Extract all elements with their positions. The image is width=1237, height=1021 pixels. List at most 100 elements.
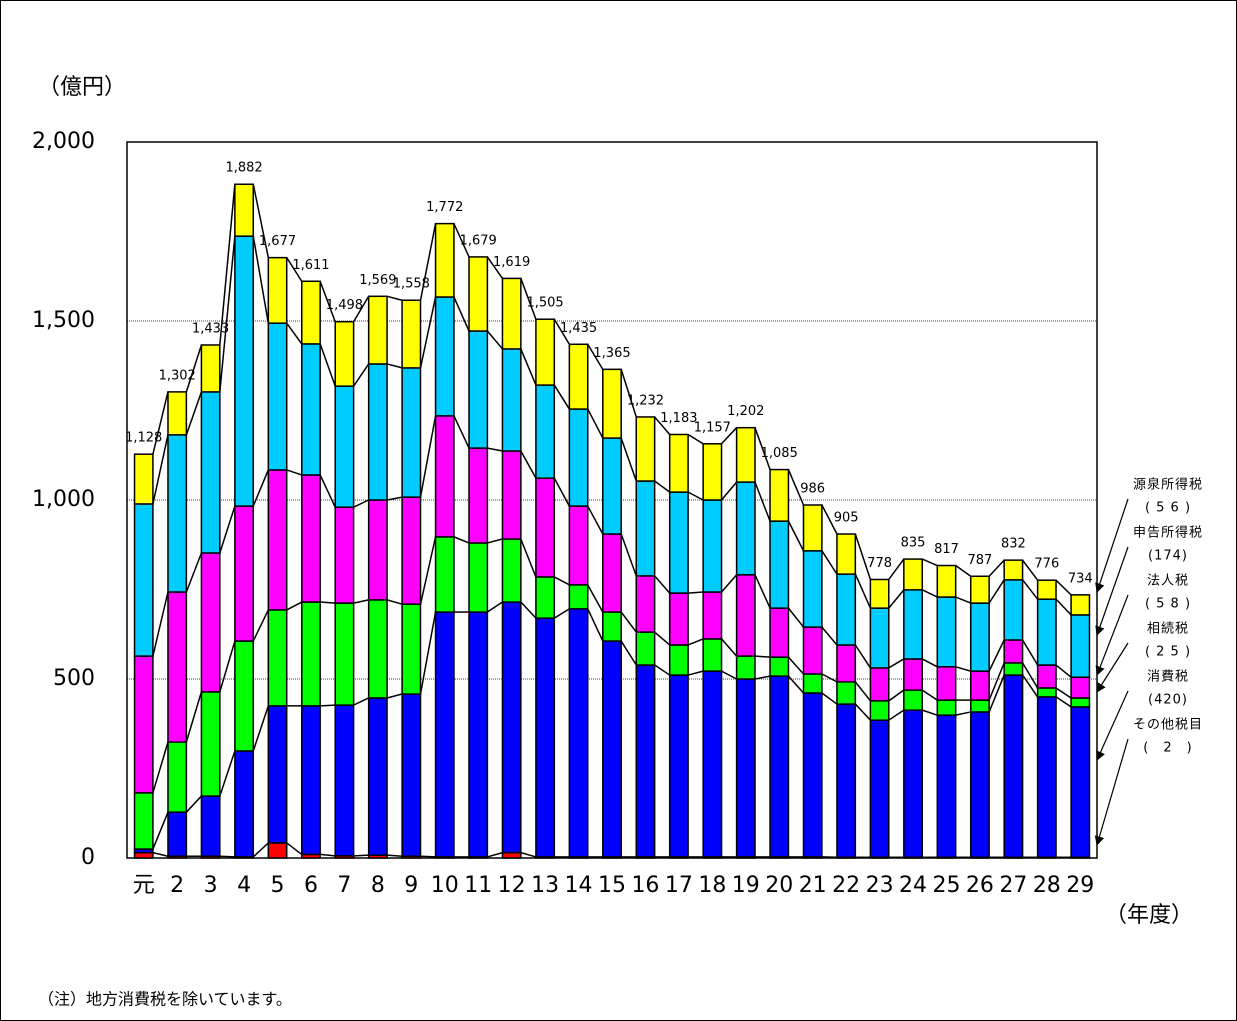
y-tick-label: 500	[53, 666, 95, 691]
bar-segment	[301, 474, 321, 603]
bar-segment	[501, 601, 522, 854]
connector	[587, 343, 604, 370]
total-label: 1,128	[125, 431, 162, 446]
connector	[252, 705, 270, 752]
connector	[854, 533, 872, 580]
connector	[620, 611, 637, 633]
legend-value: (420)	[1148, 693, 1188, 708]
connector	[955, 596, 972, 604]
legend-arrow	[1095, 594, 1129, 676]
connector	[654, 575, 671, 594]
bar-segment	[267, 322, 288, 471]
total-label: 1,569	[359, 273, 396, 288]
bar-segment	[434, 611, 455, 858]
connector	[720, 574, 738, 593]
bar-segment	[735, 655, 756, 680]
connector	[419, 223, 437, 301]
connector	[520, 450, 537, 479]
bar-segment	[468, 542, 489, 613]
connector	[921, 558, 938, 567]
bar-segment	[501, 538, 522, 603]
bar-segment	[167, 434, 188, 593]
bar-segment	[1003, 674, 1024, 859]
bar-segment	[769, 675, 790, 858]
bar-segment	[635, 416, 656, 482]
bar-segment	[200, 795, 221, 857]
connector	[587, 608, 604, 642]
connector	[152, 741, 169, 794]
category-label: 5	[271, 873, 285, 898]
legend-name: 源泉所得税	[1133, 477, 1203, 493]
bar-segment	[635, 631, 656, 666]
connector	[453, 223, 470, 258]
connector	[487, 447, 503, 452]
bar-segment	[401, 496, 422, 605]
total-label: 1,183	[660, 411, 697, 426]
connector	[720, 427, 738, 445]
connector	[353, 499, 369, 508]
bar-segment	[936, 596, 957, 668]
bar-segment	[869, 719, 890, 859]
y-axis-label: （億円）	[38, 75, 126, 100]
connector	[353, 697, 369, 706]
total-label: 1,433	[192, 321, 229, 336]
bar-segment	[434, 222, 455, 298]
category-label: 10	[431, 873, 459, 898]
total-label: 1,772	[426, 200, 463, 215]
connector	[219, 184, 236, 346]
bar-segment	[234, 235, 255, 507]
bar-segment	[367, 499, 388, 601]
category-label: 25	[932, 873, 960, 898]
connector	[252, 236, 270, 324]
bar-segment	[1036, 579, 1057, 600]
connector	[353, 599, 369, 604]
connector	[252, 609, 269, 642]
category-label: 8	[371, 873, 385, 898]
connector	[486, 256, 504, 279]
connector	[419, 611, 437, 695]
bar-segment	[702, 638, 723, 672]
connector	[1021, 674, 1039, 698]
connector	[921, 689, 938, 701]
connector	[654, 416, 671, 435]
total-label: 1,882	[225, 161, 262, 176]
connector	[453, 536, 470, 544]
connector	[754, 675, 771, 680]
connector	[687, 433, 704, 445]
connector	[1021, 579, 1039, 600]
bar-segment	[200, 691, 221, 797]
bar-segment	[903, 589, 923, 660]
bar-segment	[802, 692, 823, 858]
note: （注）地方消費税を除いています。	[38, 990, 292, 1009]
bar-segment	[401, 693, 422, 857]
connector	[319, 474, 336, 508]
bar-segment	[969, 575, 990, 604]
bar-segment	[1070, 614, 1091, 678]
total-label: 1,505	[526, 296, 563, 311]
connector	[386, 693, 403, 699]
bar-segment	[301, 705, 321, 856]
connector	[386, 295, 403, 301]
bar-segment	[836, 573, 857, 646]
connector	[988, 639, 1005, 672]
total-label: 787	[968, 553, 993, 568]
bar-segment	[769, 607, 790, 658]
connector	[353, 854, 369, 857]
legend-arrow	[1095, 546, 1129, 636]
connector	[754, 655, 771, 658]
bar-segment	[735, 678, 756, 858]
connector	[1021, 662, 1039, 689]
connector	[520, 601, 537, 619]
bar-segment	[301, 280, 321, 345]
bar-segment	[234, 183, 255, 237]
bar-segment	[903, 558, 923, 591]
connector	[1055, 696, 1072, 708]
bar-segment	[200, 344, 221, 393]
legend-value: ( 5 6 )	[1145, 501, 1191, 516]
total-label: 1,365	[593, 346, 630, 361]
y-tick-label: 1,500	[32, 308, 95, 333]
bar-segment	[702, 443, 723, 501]
connector	[553, 384, 570, 410]
connector	[553, 318, 570, 345]
connector	[387, 854, 403, 857]
